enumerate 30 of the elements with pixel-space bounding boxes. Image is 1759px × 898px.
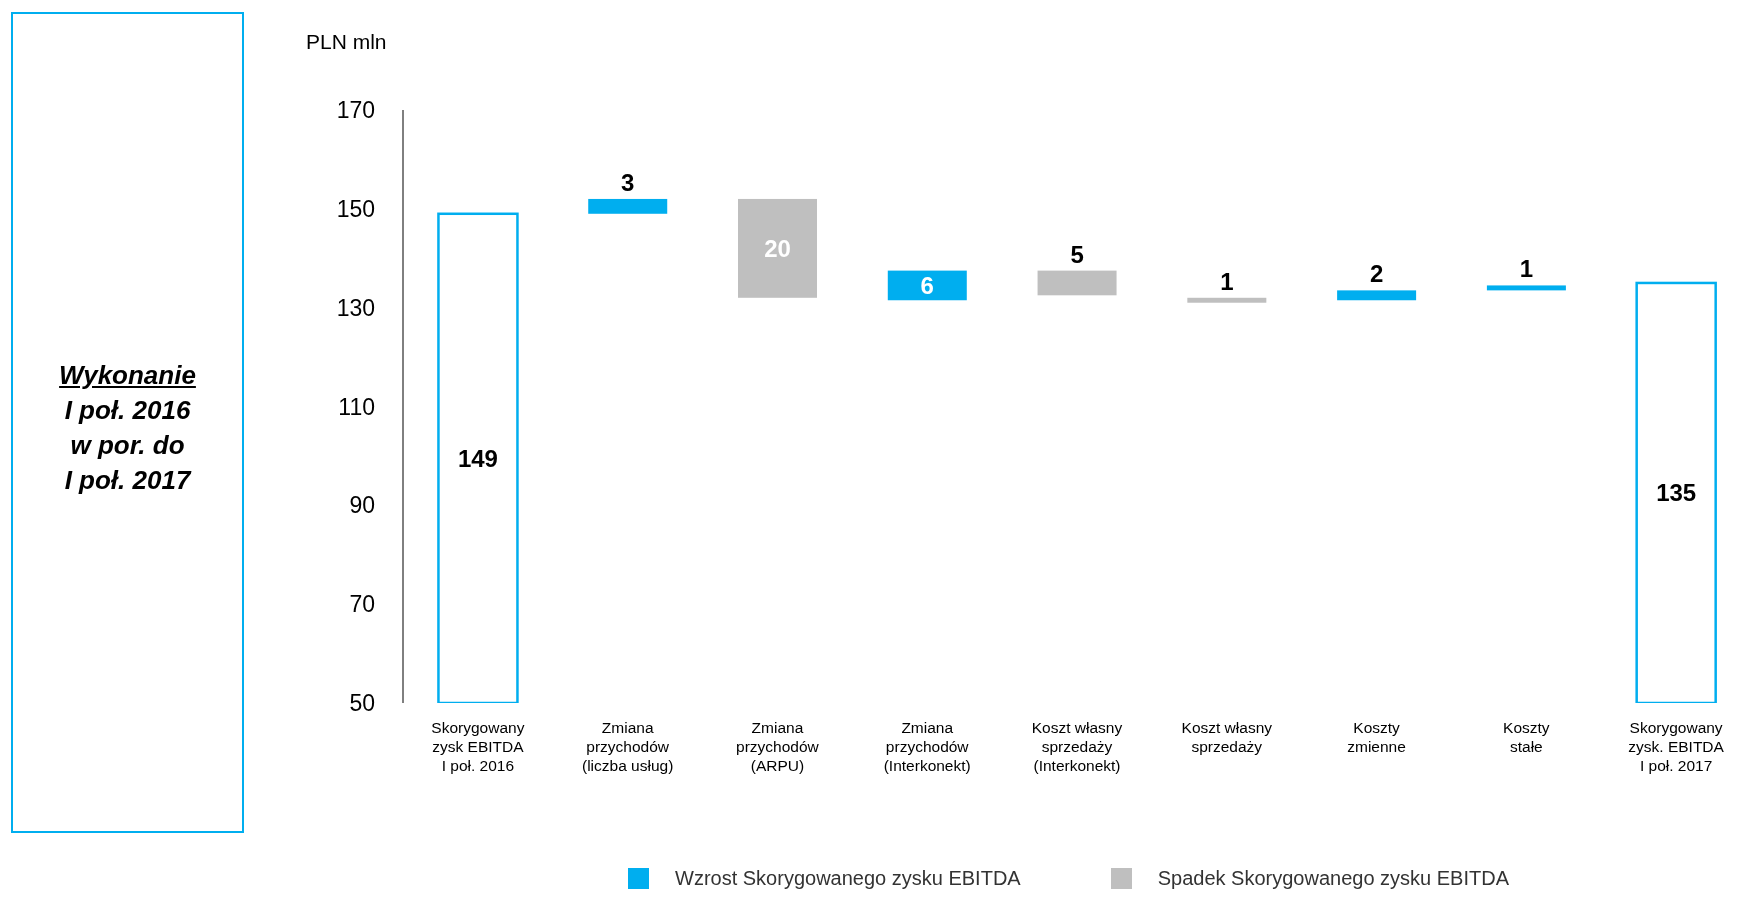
- y-tick-label: 70: [349, 591, 375, 618]
- y-tick-label: 170: [336, 97, 375, 124]
- x-tick-label: Zmiana przychodów (Interkonekt): [883, 719, 971, 774]
- y-tick-label: 150: [336, 196, 375, 222]
- legend-label: Wzrost Skorygowanego zysku EBITDA: [675, 867, 1021, 890]
- y-tick-label: 90: [349, 492, 375, 519]
- x-tick-label: Skorygowany zysk. EBITDA I poł. 2017: [1628, 719, 1725, 774]
- data-label: 149: [457, 444, 498, 472]
- text: I poł. 2016 w por. do I poł. 2017: [63, 394, 193, 497]
- x-tick-label: Koszt własny sprzedaży (Interkonekt): [1031, 719, 1123, 774]
- data-label: 2: [1369, 260, 1384, 288]
- text: Wykonanie: [58, 359, 197, 392]
- data-label: 3: [621, 168, 635, 196]
- data-label: 6: [920, 271, 934, 299]
- data-label: 135: [1656, 479, 1697, 507]
- x-tick-label: Zmiana przychodów (ARPU): [736, 719, 820, 774]
- x-tick-label: Koszt własny sprzedaży: [1181, 719, 1273, 755]
- data-label: 20: [764, 234, 791, 262]
- y-tick-label: 130: [336, 294, 375, 321]
- legend-label: Spadek Skorygowanego zysku EBITDA: [1157, 867, 1509, 890]
- y-axis-title: PLN mln: [306, 30, 387, 54]
- data-label: 1: [1220, 267, 1234, 295]
- x-tick-label: Koszty stałe: [1503, 719, 1550, 755]
- data-label: 1: [1519, 255, 1534, 283]
- x-tick-label: Zmiana przychodów (liczba usług): [582, 719, 674, 774]
- x-tick-label: Skorygowany zysk EBITDA I poł. 2016: [431, 719, 525, 774]
- data-label: 5: [1070, 240, 1084, 268]
- y-tick-label: 110: [338, 393, 375, 420]
- y-tick-label: 50: [349, 690, 375, 717]
- x-tick-label: Koszty zmienne: [1347, 719, 1406, 755]
